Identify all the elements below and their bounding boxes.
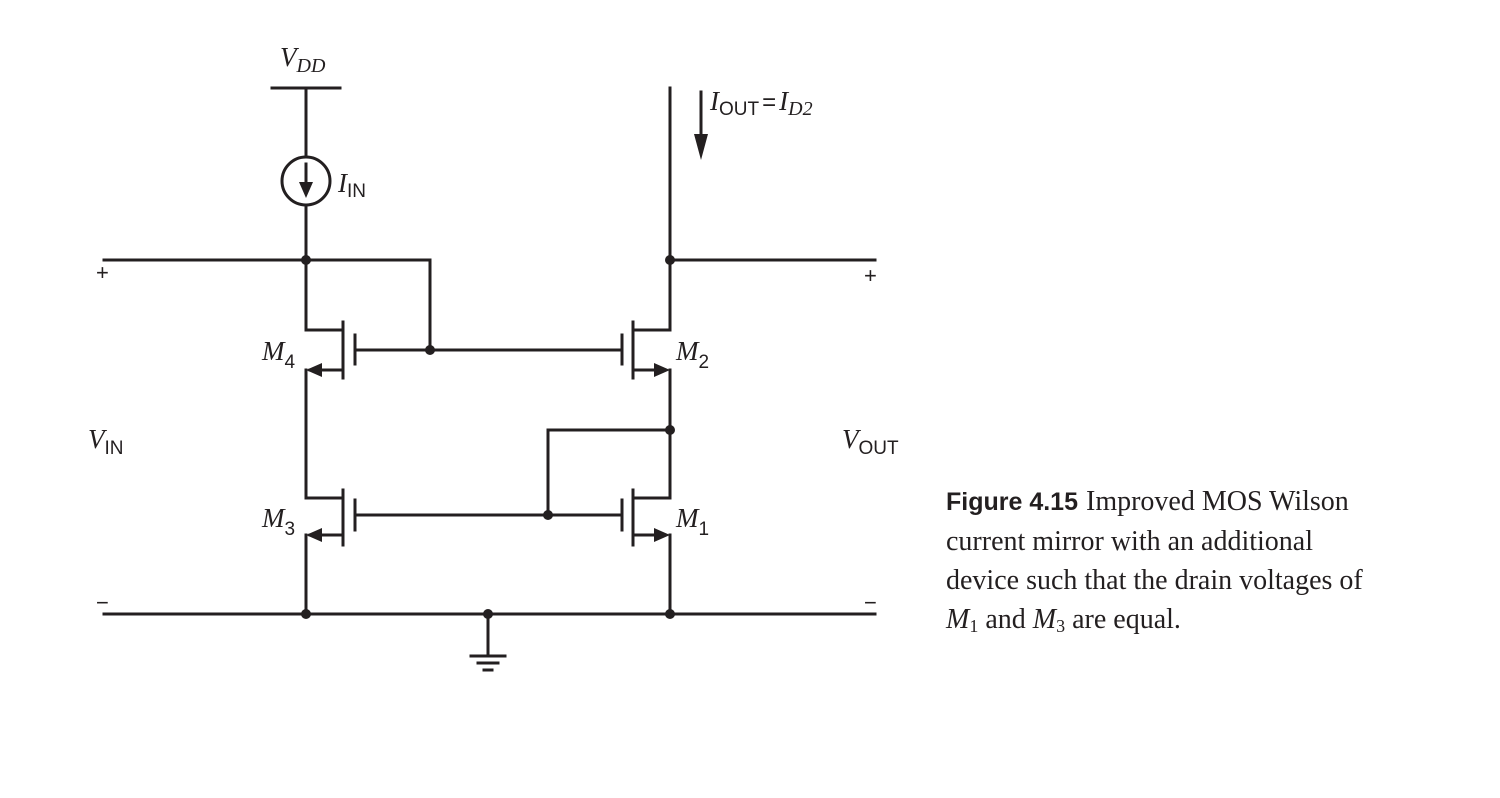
node-dot [665, 609, 675, 619]
m2-label: M2 [675, 336, 709, 373]
iin-current-source [280, 155, 332, 207]
m4-transistor [304, 258, 357, 500]
m1-label: M1 [675, 503, 709, 540]
wilson-mirror-schematic: VDD IIN IOUT = ID2 M4 M2 M3 M1 VIN VOUT + … [88, 42, 899, 672]
vout-plus-sign: + [864, 263, 877, 288]
iin-label: IIN [337, 168, 366, 202]
iout-label: IOUT = ID2 [709, 86, 813, 120]
iout-arrow [694, 90, 708, 160]
vout-minus-sign: − [864, 590, 877, 615]
vin-plus-sign: + [96, 260, 109, 285]
m1-transistor [620, 428, 672, 616]
vin-minus-sign: − [96, 590, 109, 615]
caption-and: and [985, 604, 1026, 635]
vdd-label: VDD [280, 42, 326, 77]
caption-m3: M [1032, 604, 1057, 635]
caption-text-2: are equal. [1072, 604, 1181, 635]
node-dot [425, 345, 435, 355]
m3-label: M3 [261, 503, 295, 540]
caption-text-1: Improved MOS Wilson current mirror with … [946, 486, 1363, 596]
m2-transistor [620, 258, 672, 432]
m3-transistor [304, 488, 357, 616]
vin-label: VIN [88, 424, 124, 459]
figure-caption: Figure 4.15 Improved MOS Wilson current m… [946, 486, 1363, 636]
node-dot [301, 609, 311, 619]
ground-symbol [469, 612, 507, 672]
caption-m1: M [946, 604, 970, 635]
node-dot [543, 510, 553, 520]
m4-label: M4 [261, 336, 296, 373]
figure-number: Figure 4.15 [946, 488, 1078, 516]
vout-label: VOUT [842, 424, 899, 459]
